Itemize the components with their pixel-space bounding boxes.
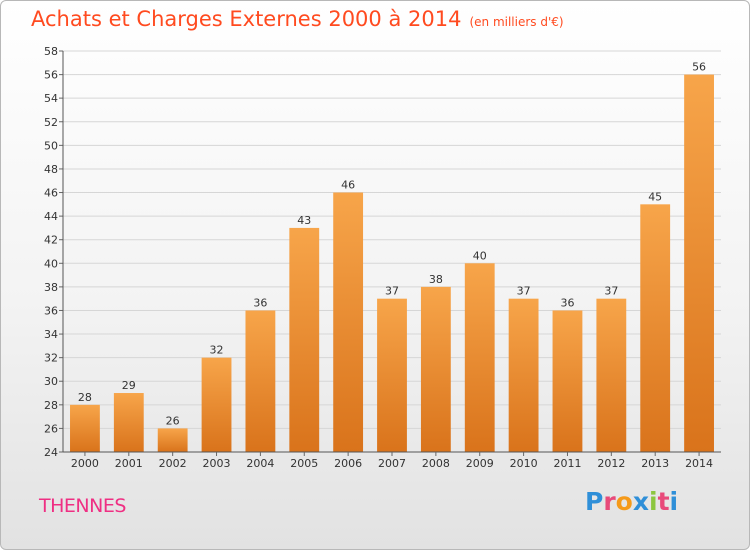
- bar: [333, 192, 364, 452]
- bar: [377, 298, 407, 452]
- data-label: 29: [122, 379, 136, 392]
- x-tick-label: 2010: [510, 457, 538, 470]
- bar: [640, 204, 671, 452]
- x-tick-label: 2012: [597, 457, 625, 470]
- logo-letter: i: [649, 487, 658, 516]
- x-tick-label: 2002: [159, 457, 187, 470]
- logo-letter: o: [615, 487, 633, 516]
- y-axis: 24 26 28 30 32 34 36 38 40 42 44 46 48 50 52 54 56 58: [44, 45, 64, 459]
- x-tick-label: 2006: [334, 457, 362, 470]
- bar: [508, 298, 539, 452]
- bar: [70, 404, 100, 452]
- data-label: 37: [517, 285, 531, 298]
- bar: [552, 310, 583, 452]
- y-tick-label: 42: [44, 234, 58, 247]
- bar: [289, 227, 320, 452]
- y-tick-label: 24: [44, 446, 58, 459]
- x-axis: 2000 2001 2002 2003 2004 2005 2006 2007 2008 2009…: [63, 451, 721, 470]
- bar: [596, 298, 627, 452]
- x-tick-label: 2007: [378, 457, 406, 470]
- data-label: 37: [604, 285, 618, 298]
- data-label: 26: [166, 414, 180, 427]
- bar: [464, 263, 495, 452]
- bar: [684, 74, 714, 453]
- bar: [113, 393, 144, 452]
- data-label: 37: [385, 285, 399, 298]
- x-tick-label: 2009: [466, 457, 494, 470]
- chart-title: Achats et Charges Externes 2000 à 2014 (e…: [31, 7, 564, 31]
- y-tick-label: 54: [44, 92, 58, 105]
- bar: [245, 310, 276, 452]
- data-label: 43: [297, 214, 311, 227]
- logo-letter: x: [632, 487, 649, 516]
- y-tick-label: 56: [44, 69, 58, 82]
- logo-letter: r: [603, 487, 616, 516]
- x-tick-label: 2000: [71, 457, 99, 470]
- chart-title-text: Achats et Charges Externes 2000 à 2014: [31, 7, 462, 31]
- x-tick-label: 2001: [115, 457, 143, 470]
- x-tick-label: 2013: [641, 457, 669, 470]
- bar: [157, 428, 188, 452]
- data-label: 56: [692, 61, 706, 74]
- y-tick-label: 28: [44, 399, 58, 412]
- data-label: 32: [210, 344, 224, 357]
- y-tick-label: 38: [44, 281, 58, 294]
- y-tick-label: 32: [44, 352, 58, 365]
- data-label: 40: [473, 249, 487, 262]
- x-tick-label: 2004: [246, 457, 274, 470]
- logo-letter: t: [657, 487, 670, 516]
- y-tick-label: 34: [44, 328, 58, 341]
- y-tick-label: 58: [44, 45, 58, 58]
- data-label: 45: [648, 190, 662, 203]
- x-tick-label: 2003: [203, 457, 231, 470]
- logo-letter: P: [585, 487, 604, 516]
- data-label: 36: [560, 296, 574, 309]
- y-tick-label: 52: [44, 116, 58, 129]
- place-name: THENNES: [39, 495, 126, 517]
- data-label: 28: [78, 391, 92, 404]
- x-tick-label: 2014: [685, 457, 713, 470]
- data-label: 46: [341, 179, 355, 192]
- bars: 28 29 26 32 36 43 46 37 38 40 37 36 37 45 56: [70, 61, 714, 453]
- chart-subtitle: (en milliers d'€): [469, 15, 564, 29]
- logo-letter: i: [669, 487, 679, 516]
- y-tick-label: 40: [44, 257, 58, 270]
- y-tick-label: 46: [44, 187, 58, 200]
- bar: [201, 357, 232, 452]
- y-tick-label: 44: [44, 210, 58, 223]
- y-tick-label: 36: [44, 304, 58, 317]
- proxiti-logo[interactable]: Proxiti: [585, 487, 678, 516]
- bar: [420, 286, 451, 452]
- y-tick-label: 30: [44, 375, 58, 388]
- x-tick-label: 2008: [422, 457, 450, 470]
- data-label: 38: [429, 273, 443, 286]
- y-tick-label: 50: [44, 139, 58, 152]
- x-tick-label: 2011: [553, 457, 581, 470]
- y-tick-label: 48: [44, 163, 58, 176]
- data-label: 36: [253, 296, 267, 309]
- y-tick-label: 26: [44, 422, 58, 435]
- x-tick-label: 2005: [290, 457, 318, 470]
